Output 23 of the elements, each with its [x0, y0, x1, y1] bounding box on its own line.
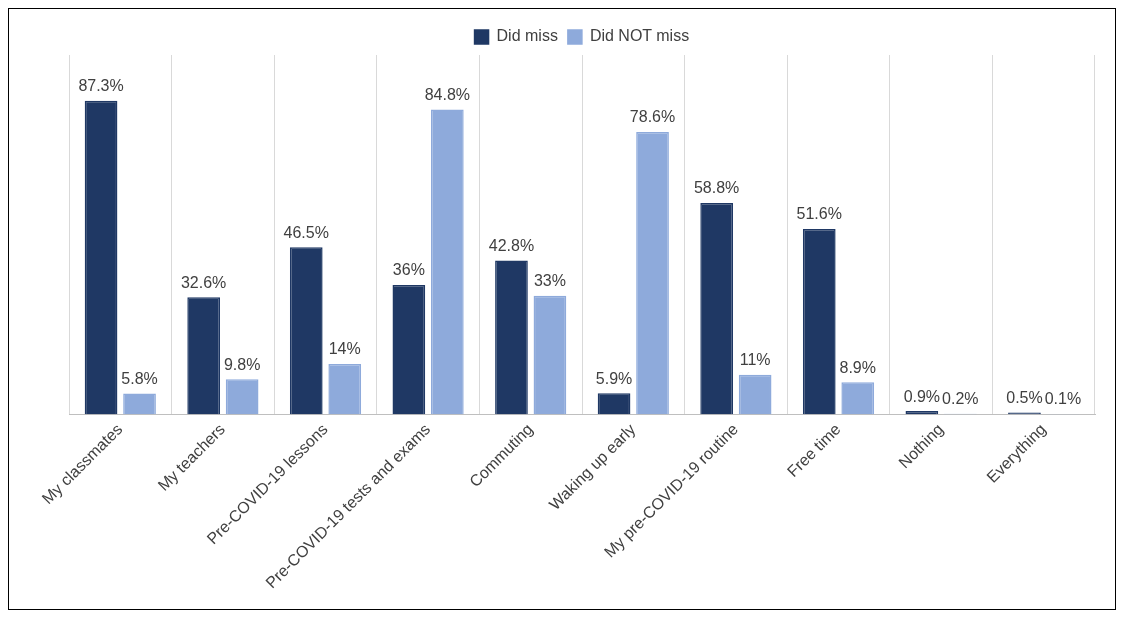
data-label: 33%: [533, 272, 566, 290]
data-label: 42.8%: [488, 236, 535, 254]
data-label: 87.3%: [78, 77, 124, 95]
data-label: 14%: [328, 340, 361, 358]
x-tick-label: Free time: [783, 420, 844, 481]
data-label: 0.9%: [903, 387, 941, 405]
legend-label: Did miss: [496, 27, 558, 45]
data-label: 78.6%: [629, 108, 676, 126]
data-label: 0.5%: [1006, 388, 1043, 406]
data-label: 9.8%: [223, 355, 261, 373]
data-label: 32.6%: [180, 273, 227, 291]
data-label: 11%: [739, 351, 771, 369]
data-label: 58.8%: [693, 179, 740, 197]
data-label: 46.5%: [283, 223, 329, 241]
data-label: 8.9%: [839, 358, 876, 376]
data-label: 0.1%: [1044, 390, 1082, 408]
data-label: 84.8%: [424, 86, 471, 104]
data-label: 5.9%: [595, 369, 633, 387]
data-label: 5.8%: [121, 369, 158, 387]
legend-label: Did NOT miss: [589, 27, 690, 45]
data-label: 51.6%: [796, 205, 842, 223]
data-label: 36%: [392, 261, 425, 279]
data-label: 0.2%: [942, 390, 979, 408]
